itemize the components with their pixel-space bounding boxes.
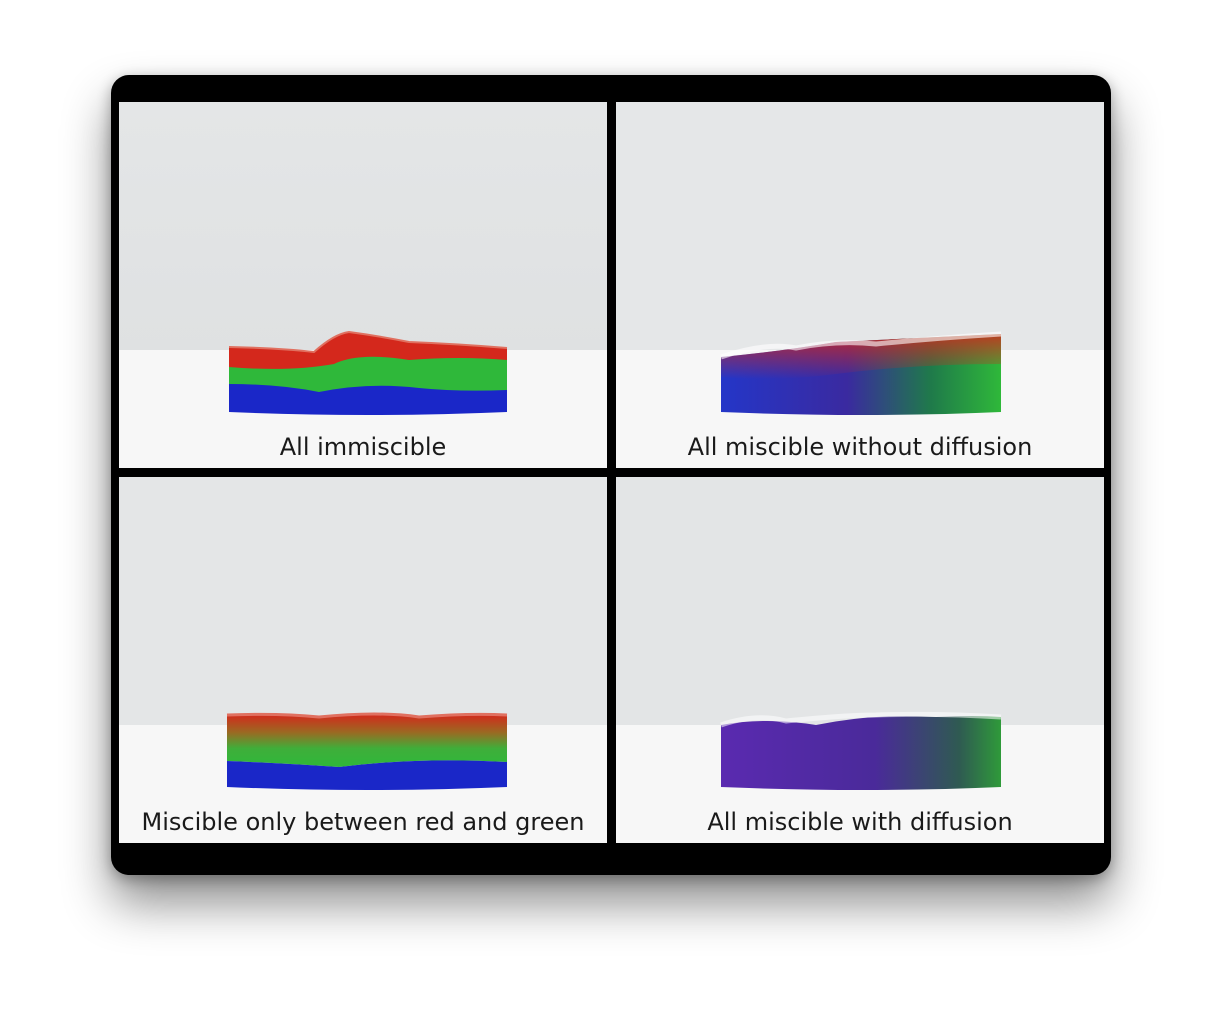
fluid-simulation-render: [119, 477, 607, 843]
panel-caption: All miscible with diffusion: [707, 808, 1013, 836]
panel-all-immiscible: All immiscible: [119, 102, 607, 468]
fluid-simulation-render: [616, 102, 1104, 468]
video-frame: All immiscible All miscib: [111, 75, 1111, 875]
panel-caption: All immiscible: [279, 433, 447, 461]
fluid-simulation-render: [616, 477, 1104, 843]
panel-all-miscible-with-diffusion: All miscible with diffusion: [616, 477, 1104, 843]
fluid-simulation-render: [119, 102, 607, 468]
panel-caption: Miscible only between red and green: [141, 808, 585, 836]
panel-miscible-red-green: Miscible only between red and green: [119, 477, 607, 843]
panel-caption: All miscible without diffusion: [687, 433, 1033, 461]
panel-all-miscible-without-diffusion: All miscible without diffusion: [616, 102, 1104, 468]
